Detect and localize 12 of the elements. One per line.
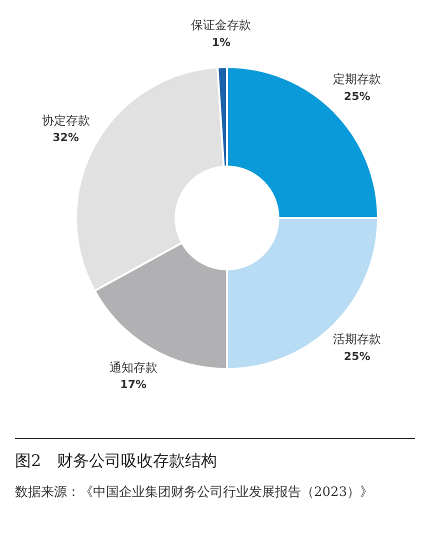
slice-label: 定期存款 bbox=[333, 72, 382, 86]
data-label: 25% bbox=[344, 90, 370, 103]
source-note: 数据来源：《中国企业集团财务公司行业发展报告（2023）》 bbox=[15, 484, 374, 502]
data-label: 25% bbox=[344, 350, 370, 363]
slice-label: 协定存款 bbox=[42, 113, 90, 128]
text: 图2 财务公司吸收存款结构 bbox=[15, 451, 218, 472]
data-label: 17% bbox=[120, 378, 147, 392]
data-label: 1% bbox=[212, 36, 231, 49]
data-label: 32% bbox=[52, 131, 79, 144]
slice-label: 活期存款 bbox=[333, 332, 382, 346]
slice-label: 通知存款 bbox=[109, 360, 158, 374]
slice-label: 保证金存款 bbox=[191, 18, 252, 32]
